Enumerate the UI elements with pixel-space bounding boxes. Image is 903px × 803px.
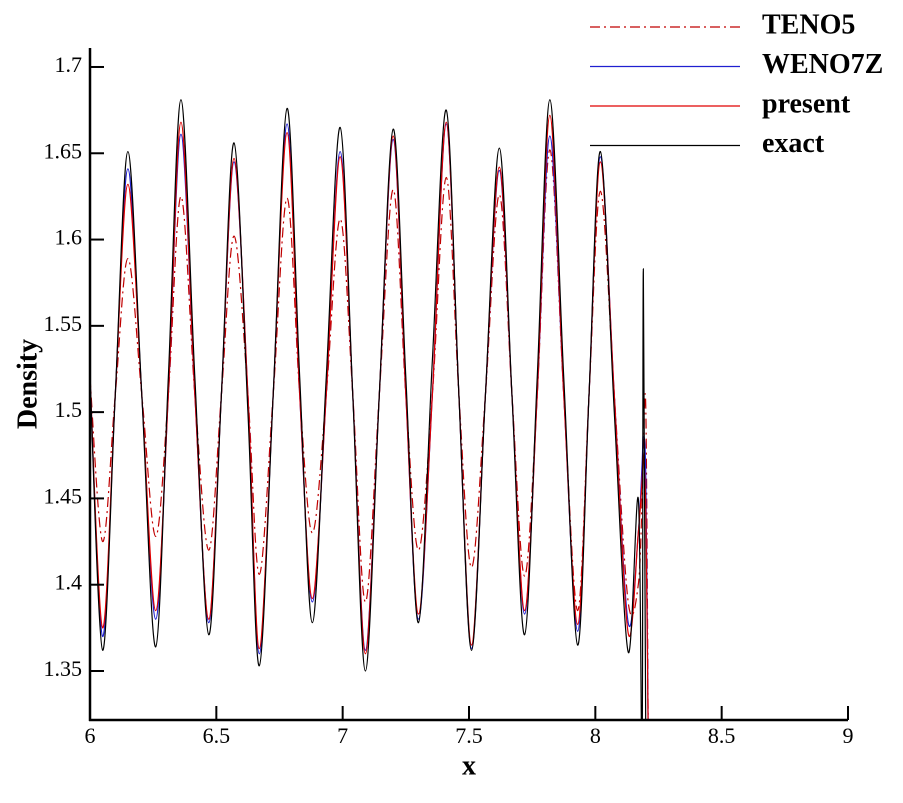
x-axis-label: x bbox=[462, 750, 476, 781]
legend-label: WENO7Z bbox=[762, 49, 883, 80]
x-tick-label: 9 bbox=[843, 723, 854, 748]
y-tick-label: 1.45 bbox=[44, 483, 83, 508]
y-tick-label: 1.6 bbox=[55, 225, 83, 250]
x-tick-label: 8 bbox=[590, 723, 601, 748]
x-tick-label: 6.5 bbox=[203, 723, 231, 748]
y-tick-label: 1.7 bbox=[55, 52, 83, 77]
legend-label: present bbox=[762, 88, 851, 119]
y-tick-label: 1.35 bbox=[44, 656, 83, 681]
y-axis-label: Density bbox=[12, 339, 43, 429]
y-tick-label: 1.65 bbox=[44, 138, 83, 163]
series-line bbox=[90, 99, 647, 720]
plot-area bbox=[90, 99, 649, 720]
x-tick-label: 7.5 bbox=[455, 723, 483, 748]
legend-label: exact bbox=[762, 128, 825, 159]
y-tick-label: 1.5 bbox=[55, 397, 83, 422]
legend-label: TENO5 bbox=[762, 9, 855, 40]
x-tick-label: 8.5 bbox=[708, 723, 736, 748]
x-tick-label: 6 bbox=[85, 723, 96, 748]
y-tick-label: 1.55 bbox=[44, 311, 83, 336]
x-tick-label: 7 bbox=[337, 723, 348, 748]
y-tick-label: 1.4 bbox=[55, 570, 83, 595]
